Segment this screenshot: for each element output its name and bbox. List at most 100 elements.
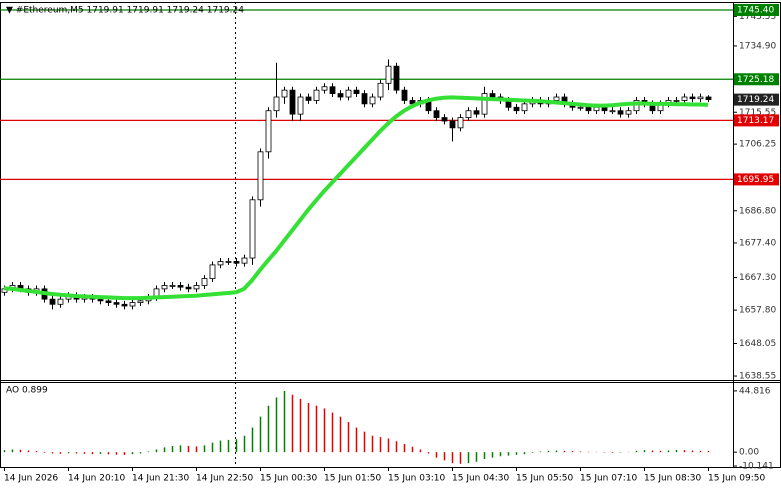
y-tick-label: 0.00: [739, 448, 759, 458]
candle-body: [593, 106, 600, 112]
candle-body: [577, 106, 584, 109]
candle-body: [433, 110, 440, 118]
x-tick-label: 14 Jun 2026: [4, 474, 58, 484]
level-label-box: [734, 173, 779, 186]
candle-body: [609, 110, 616, 113]
y-tick-label: 1743.55: [739, 12, 776, 22]
y-tick-label: 1648.05: [739, 339, 776, 349]
candle-body: [441, 117, 448, 122]
candle-body: [369, 96, 376, 105]
x-tick-label: 15 Jun 07:10: [580, 474, 637, 484]
level-label-box: [734, 114, 779, 127]
candle-body: [129, 302, 136, 307]
level-label-box: [734, 3, 779, 16]
candle-body: [201, 278, 208, 286]
candle-body: [273, 96, 280, 112]
candle-body: [385, 65, 392, 84]
candle-body: [601, 106, 608, 112]
candle-body: [481, 93, 488, 115]
candle-body: [321, 86, 328, 91]
y-tick-label: 1667.30: [739, 273, 776, 283]
candle-body: [401, 89, 408, 101]
x-tick-label: 15 Jun 09:50: [708, 474, 765, 484]
candle-body: [297, 96, 304, 115]
x-tick-label: 15 Jun 00:30: [260, 474, 317, 484]
x-tick-label: 14 Jun 20:10: [68, 474, 125, 484]
y-tick-label: 1734.90: [739, 41, 776, 51]
candle-body: [169, 285, 176, 287]
candle-body: [137, 300, 144, 303]
candle-body: [465, 110, 472, 118]
x-tick-label: 15 Jun 04:30: [452, 474, 509, 484]
candle-body: [233, 261, 240, 264]
x-tick-label: 15 Jun 08:30: [644, 474, 701, 484]
x-tick-label: 15 Jun 03:10: [388, 474, 445, 484]
candle-body: [249, 199, 256, 259]
candle-body: [617, 110, 624, 115]
x-tick-label: 14 Jun 21:30: [132, 474, 189, 484]
candle-body: [97, 298, 104, 302]
candle-body: [681, 96, 688, 101]
candle-body: [217, 261, 224, 266]
candle-body: [185, 286, 192, 290]
chart-title: ▼ #Ethereum,M5 1719.91 1719.91 1719.24 1…: [6, 6, 244, 16]
candle-body: [409, 100, 416, 105]
candle-body: [361, 93, 368, 105]
candle-body: [705, 96, 712, 101]
candle-body: [313, 89, 320, 101]
candle-body: [121, 303, 128, 307]
candle-body: [257, 151, 264, 201]
candle-body: [281, 89, 288, 98]
candle-body: [57, 298, 64, 305]
y-tick-label: 44.816: [739, 386, 771, 396]
x-tick-label: 15 Jun 05:50: [516, 474, 573, 484]
y-tick-label: 1686.80: [739, 206, 776, 216]
candle-body: [473, 110, 480, 115]
candle-body: [177, 285, 184, 288]
candle-body: [457, 117, 464, 129]
candle-body: [337, 93, 344, 98]
candle-body: [353, 89, 360, 94]
candle-body: [241, 257, 248, 264]
candle-body: [209, 264, 216, 279]
candle-body: [449, 120, 456, 129]
candle-body: [49, 298, 56, 305]
candle-body: [489, 93, 496, 98]
candle-body: [697, 96, 704, 100]
candle-body: [625, 110, 632, 115]
moving-average: [3, 95, 709, 301]
x-tick-label: 15 Jun 01:50: [324, 474, 381, 484]
candle-body: [289, 89, 296, 115]
candle-body: [377, 82, 384, 98]
y-tick-label: -10.141: [739, 462, 774, 472]
candle-body: [305, 96, 312, 101]
last-price-label: 1719.24: [737, 95, 774, 105]
last-price-box: [734, 93, 779, 106]
y-tick-label: 1706.25: [739, 140, 776, 150]
level-label: 1713.17: [737, 116, 774, 126]
candle-body: [553, 96, 560, 101]
x-tick-label: 14 Jun 22:50: [196, 474, 253, 484]
candle-body: [521, 103, 528, 112]
level-label: 1695.95: [737, 175, 774, 185]
candle-body: [225, 261, 232, 263]
indicator-title: AO 0.899: [6, 386, 48, 396]
candle-body: [265, 110, 272, 153]
level-label: 1725.18: [737, 75, 774, 85]
level-label: 1745.40: [737, 5, 774, 15]
candle-body: [585, 106, 592, 112]
y-tick-label: 1638.55: [739, 372, 776, 382]
candle-body: [113, 302, 120, 305]
candle-body: [689, 96, 696, 100]
candle-body: [193, 285, 200, 290]
y-tick-label: 1715.55: [739, 108, 776, 118]
candle-body: [345, 89, 352, 98]
level-label-box: [734, 73, 779, 86]
candle-body: [161, 285, 168, 290]
candle-body: [105, 300, 112, 303]
candle-body: [673, 100, 680, 102]
y-tick-label: 1657.80: [739, 306, 776, 316]
y-tick-label: 1677.40: [739, 238, 776, 248]
